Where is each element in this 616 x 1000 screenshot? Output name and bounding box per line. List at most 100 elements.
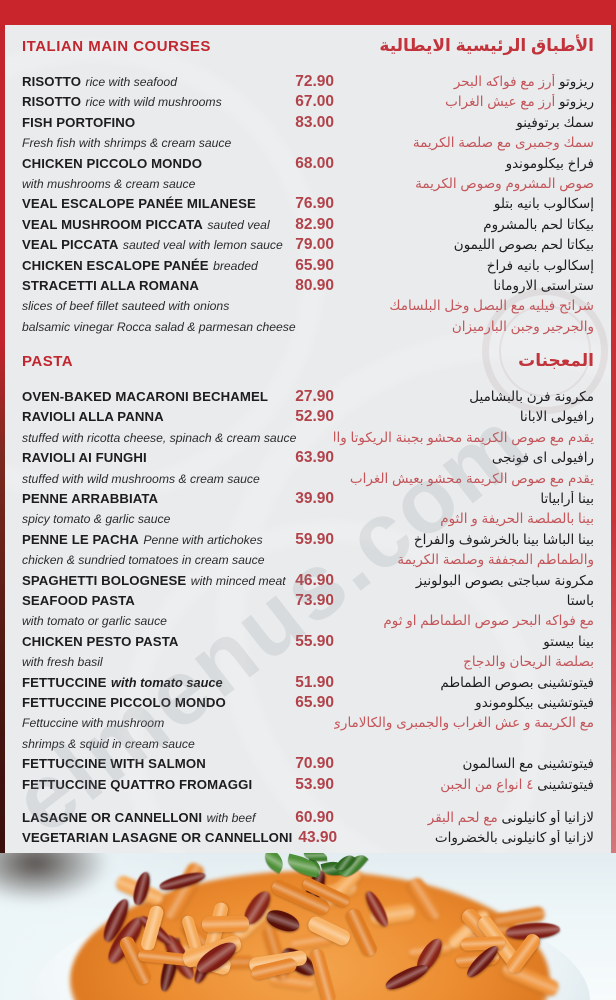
item-ar-black: بيكاتا لحم بصوص الليمون [453, 237, 594, 253]
item-ar-red: صوص المشروم وصوص الكريمة [415, 175, 594, 191]
penne-piece [202, 915, 249, 932]
item-name-ar: بيكاتا لحم بالمشروم [334, 217, 594, 233]
menu-row: OVEN-BAKED MACARONI BECHAMEL 27.90 مكرونة … [22, 388, 594, 408]
item-ar-red: سمك وجمبرى مع صلصة الكريمة [412, 135, 594, 151]
item-price: 39.90 [295, 490, 334, 508]
item-name-en: VEAL MUSHROOM PICCATA [22, 216, 203, 232]
item-ar-red: مع فواكه البحر صوص الطماطم او ثوم [383, 613, 594, 629]
item-ar-black: فراخ بيكلوموندو [505, 155, 594, 171]
item-ar-red: بصلصة الريحان والدجاج [463, 654, 594, 670]
top-red-bar [0, 0, 616, 25]
item-ar-black: بينا بيستو [543, 633, 594, 649]
item-name-ar: بينا بالصلصة الحريفة و الثوم [334, 511, 594, 527]
item-price: 68.00 [295, 154, 334, 172]
item-ar-black: ستراستى الارومانا [493, 277, 594, 293]
item-desc-en: with tomato sauce [110, 674, 223, 690]
item-desc-en: breaded [213, 258, 258, 273]
item-name-ar: إسكالوب بانيه بتلو [334, 196, 594, 212]
item-name-en: VEAL PICCATA [22, 237, 119, 253]
item-desc-en: spicy tomato & garlic sauce [22, 512, 171, 527]
menu-row: with tomato or garlic sauce مع فواكه البح… [22, 612, 594, 632]
menu-row: SPAGHETTI BOLOGNESE with minced meat 46.9… [22, 572, 594, 592]
menu-row: slices of beef fillet sauteed with onion… [22, 297, 594, 317]
section-header: PASTA المعجنات [22, 351, 594, 375]
pasta-photo [0, 853, 616, 1000]
item-name-en: RAVIOLI ALLA PANNA [22, 409, 164, 425]
item-name-ar: مع الكريمة و عش الغراب والجمبرى والكالام… [334, 715, 594, 731]
menu-row: FETTUCCINE QUATTRO FROMAGGI 53.90 فيتوتشين… [22, 776, 594, 796]
item-price: 70.90 [295, 755, 334, 773]
item-name-en: CHICKEN ESCALOPE PANÉE [22, 257, 209, 273]
item-price: 27.90 [295, 388, 334, 406]
item-price: 59.90 [295, 530, 334, 548]
item-name-en: FETTUCCINE [22, 674, 107, 690]
item-name-ar: باستا [334, 593, 594, 609]
item-price: 52.90 [295, 408, 334, 426]
item-ar-black: فيتوتشينى مع السالمون [462, 756, 594, 772]
item-price: 83.00 [295, 113, 334, 131]
item-name-en: LASAGNE OR CANNELLONI [22, 809, 203, 825]
item-name-en: RISOTTO [22, 74, 82, 89]
item-name-en: VEGETARIAN LASAGNE OR CANNELLONI [22, 830, 293, 846]
item-desc-en: slices of beef fillet sauteed with onion… [22, 299, 230, 314]
item-desc-en: shrimps & squid in cream sauce [22, 736, 195, 751]
item-price: 53.90 [295, 775, 334, 793]
item-ar-black: رافيولى الابانا [519, 409, 594, 425]
menu-row: spicy tomato & garlic sauce بينا بالصلصة … [22, 510, 594, 530]
menu-row: VEAL MUSHROOM PICCATA sauted veal 82.90 بي… [22, 216, 594, 236]
item-name-ar: ستراستى الارومانا [334, 278, 594, 294]
item-name-en: STRACETTI ALLA ROMANA [22, 277, 199, 293]
section-title-ar: المعجنات [518, 351, 594, 371]
item-ar-black: لازانيا أو كانيلونى [501, 809, 594, 825]
item-ar-black: مكرونة فرن بالبشاميل [469, 389, 594, 405]
item-desc-en: Penne with artichokes [143, 532, 263, 547]
item-name-ar: مكرونة فرن بالبشاميل [334, 389, 594, 405]
item-name-ar: لازانيا أو كانيلونى بالخضروات [334, 830, 594, 846]
section-header: ITALIAN MAIN COURSES الأطباق الرئيسية الا… [22, 36, 594, 60]
menu-row: FETTUCCINE WITH SALMON 70.90 فيتوتشينى مع … [22, 755, 594, 775]
item-price: 73.90 [295, 591, 334, 609]
menu-row: RISOTTO rice with wild mushrooms 67.00 ريز… [22, 93, 594, 113]
item-price: 65.90 [295, 693, 334, 711]
item-name-ar: بينا أرابياتا [334, 491, 594, 507]
item-name-ar: بينا بيستو [334, 634, 594, 650]
item-name-ar: ريزوتو أرز مع فواكه البحر [334, 74, 594, 90]
item-name-ar: يقدم مع صوص الكريمة محشو بجبنة الريكوتا … [334, 430, 594, 446]
item-desc-en: chicken & sundried tomatoes in cream sau… [22, 553, 265, 568]
item-price: 63.90 [295, 449, 334, 467]
item-name-en: RISOTTO [22, 94, 82, 110]
item-price: 65.90 [295, 256, 334, 274]
item-name-ar: ريزوتو أرز مع عيش الغراب [334, 94, 594, 110]
item-name-ar: شرائح فيليه مع البصل وخل البلسامك [334, 298, 594, 314]
item-name-en: FISH PORTOFINO [22, 114, 136, 130]
menu-row: VEGETARIAN LASAGNE OR CANNELLONI 43.90 لاز… [22, 829, 594, 849]
item-price: 46.90 [295, 571, 334, 589]
item-name-ar: فيتوتشينى بصوص الطماطم [334, 675, 594, 691]
right-red-border [611, 25, 616, 853]
menu-row: SEAFOOD PASTA 73.90 باستا [22, 592, 594, 612]
item-ar-red: والجرجير وجبن البارميزان [451, 318, 594, 334]
item-price: 43.90 [298, 829, 338, 847]
item-desc-en: with beef [206, 810, 256, 825]
item-name-ar: بيكاتا لحم بصوص الليمون [334, 237, 594, 253]
item-ar-black: رافيولى اى فونجى [491, 450, 594, 466]
menu-row: STRACETTI ALLA ROMANA 80.90 ستراستى الاروم… [22, 277, 594, 297]
item-name-ar: فراخ بيكلوموندو [334, 156, 594, 172]
menu-row: LASAGNE OR CANNELLONI with beef 60.90 لازا… [22, 809, 594, 829]
item-ar-black: إسكالوب بانيه فراخ [486, 257, 594, 273]
item-name-ar: فيتوتشينى ٤ انواع من الجبن [334, 777, 594, 793]
menu-row: FISH PORTOFINO 83.00 سمك برتوفينو [22, 114, 594, 134]
item-desc-en: Fettuccine with mushroom [22, 716, 165, 731]
item-ar-black: لازانيا أو كانيلونى بالخضروات [434, 830, 594, 846]
item-price: 80.90 [295, 276, 334, 294]
item-name-ar: رافيولى الابانا [334, 409, 594, 425]
item-name-en: SPAGHETTI BOLOGNESE [22, 572, 187, 588]
menu-row: with mushrooms & cream sauce صوص المشروم … [22, 175, 594, 195]
item-price: 60.90 [295, 808, 334, 826]
item-name-ar: يقدم مع صوص الكريمة محشو بعيش الغراب [334, 471, 594, 487]
menu-row: CHICKEN ESCALOPE PANÉE breaded 65.90 إسكال… [22, 257, 594, 277]
item-ar-black: فيتوتشينى بيكلوموندو [475, 694, 594, 710]
menu-row: RAVIOLI AI FUNGHI 63.90 رافيولى اى فونجى [22, 449, 594, 469]
item-ar-red: يقدم مع صوص الكريمة محشو بعيش الغراب [349, 470, 594, 486]
item-ar-black: فيتوتشينى [537, 776, 594, 792]
